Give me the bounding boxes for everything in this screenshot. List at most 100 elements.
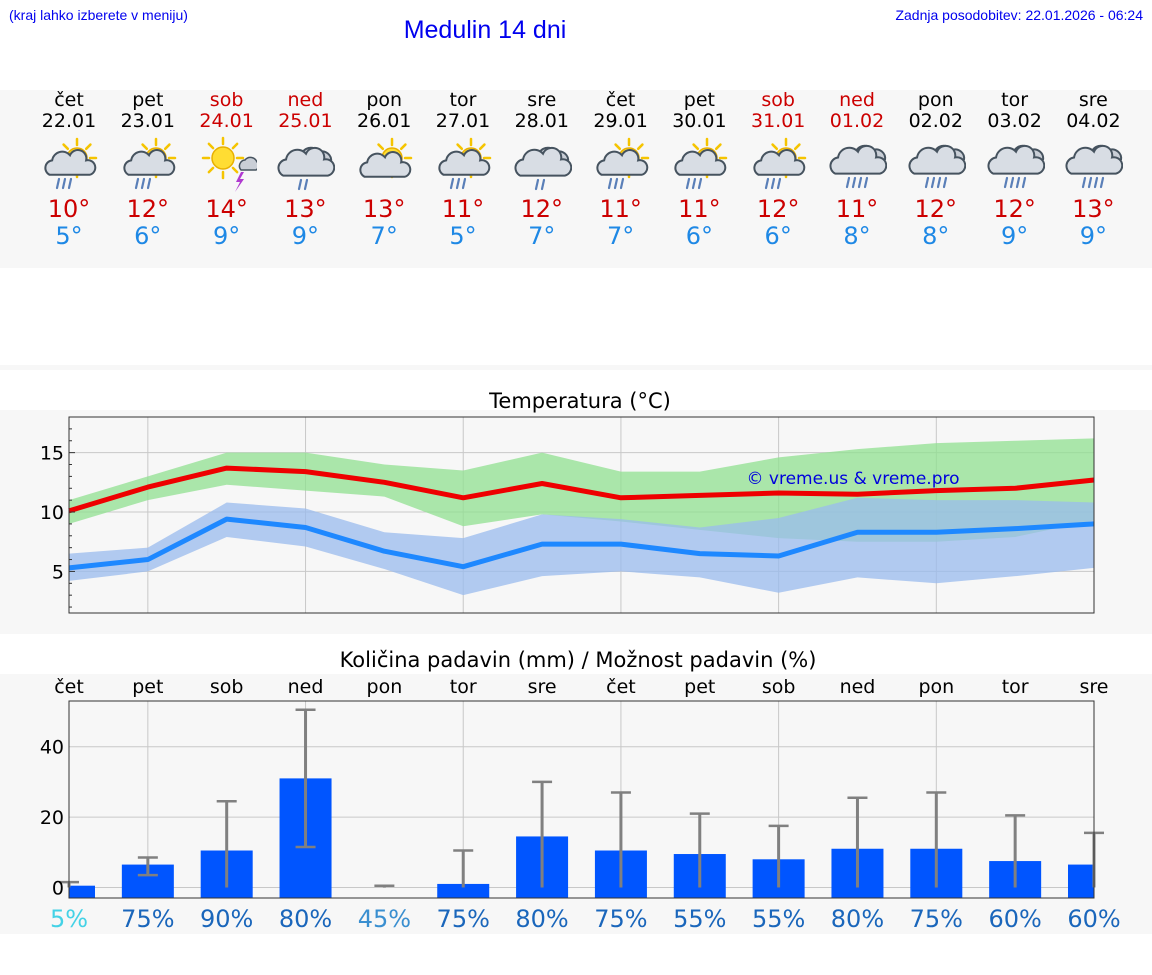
day-column: tor 03.02 12° 9° xyxy=(975,90,1055,250)
day-name: pet xyxy=(683,89,715,111)
y-tick-label: 20 xyxy=(40,807,64,829)
min-temp: 9° xyxy=(1000,222,1029,250)
cloud-heavy-rain-icon xyxy=(1065,144,1124,189)
max-temp: 11° xyxy=(835,195,879,223)
x-tick-label: čet xyxy=(606,676,636,698)
max-temp: 14° xyxy=(205,195,248,223)
day-date: 25.01 xyxy=(278,110,333,132)
day-column: pet 23.01 12° 6° xyxy=(108,90,188,250)
x-tick-label: čet xyxy=(54,676,84,698)
min-temp: 9° xyxy=(1079,222,1108,250)
daily-forecast-strip: čet 22.01 10° 5° pet 23.01 12° 6° sob 24.01 14° 9° n… xyxy=(0,90,1152,268)
last-updated: Zadnja posodobitev: 22.01.2026 - 06:24 xyxy=(895,7,1143,23)
watermark: © vreme.us & vreme.pro xyxy=(746,469,959,489)
cloud-heavy-rain-icon xyxy=(829,144,887,189)
max-temp: 12° xyxy=(914,195,958,223)
x-tick-label: pon xyxy=(367,676,403,698)
day-column: čet 29.01 11° 7° xyxy=(581,90,661,250)
sun-cloud-rain-icon xyxy=(595,137,649,190)
cloud-heavy-rain-icon xyxy=(987,144,1045,189)
max-temp: 12° xyxy=(993,195,1036,223)
y-tick-label: 5 xyxy=(52,561,64,583)
x-tick-label: sob xyxy=(762,676,796,698)
precip-probability: 80% xyxy=(831,905,884,933)
max-temp: 11° xyxy=(441,195,485,223)
day-name: tor xyxy=(1001,89,1029,111)
day-date: 22.01 xyxy=(41,110,97,132)
y-tick-label: 15 xyxy=(40,443,64,465)
day-column: pon 02.02 12° 8° xyxy=(896,90,976,250)
temperature-chart-title: Temperatura (°C) xyxy=(488,389,671,413)
x-tick-label: sre xyxy=(528,676,557,698)
min-temp: 7° xyxy=(370,222,398,250)
cloud-rain-icon xyxy=(514,146,572,191)
day-name: pet xyxy=(132,89,164,111)
precip-probability: 75% xyxy=(437,905,490,933)
precip-probability: 60% xyxy=(1067,905,1120,933)
sun-cloud-rain-icon xyxy=(123,137,177,190)
precip-bar xyxy=(1068,864,1094,898)
day-name: čet xyxy=(605,89,636,111)
min-temp: 8° xyxy=(922,222,950,250)
min-temp: 5° xyxy=(449,222,477,250)
precip-probability: 60% xyxy=(988,905,1041,933)
precip-probability: 55% xyxy=(752,905,805,933)
sun-cloud-rain-icon xyxy=(438,137,492,190)
x-tick-label: sre xyxy=(1080,676,1109,698)
min-temp: 7° xyxy=(606,222,635,250)
precipitation-chart: Količina padavin (mm) / Možnost padavin … xyxy=(40,648,1121,933)
day-name: pon xyxy=(917,89,954,111)
page-title: Medulin 14 dni xyxy=(403,16,567,44)
precip-bar xyxy=(69,885,95,898)
day-date: 01.02 xyxy=(829,110,885,132)
sun-cloud-rain-icon xyxy=(44,137,98,190)
max-temp: 12° xyxy=(756,195,800,223)
day-column: pet 30.01 11° 6° xyxy=(659,90,739,250)
precip-probability: 90% xyxy=(200,905,253,933)
day-date: 29.01 xyxy=(593,110,648,132)
max-temp: 11° xyxy=(599,195,642,223)
x-tick-label: ned xyxy=(288,676,324,698)
precip-probability: 80% xyxy=(515,905,568,933)
precip-probability: 75% xyxy=(910,905,963,933)
day-date: 24.01 xyxy=(199,110,254,132)
location-hint: (kraj lahko izberete v meniju) xyxy=(9,7,188,23)
day-date: 27.01 xyxy=(435,110,491,132)
plot-frame xyxy=(68,416,1095,614)
day-date: 31.01 xyxy=(750,110,806,132)
day-date: 28.01 xyxy=(514,110,569,132)
sun-cloud-icon xyxy=(359,137,413,179)
day-date: 03.02 xyxy=(987,110,1042,132)
precip-probability: 45% xyxy=(358,905,411,933)
x-tick-label: tor xyxy=(450,676,477,698)
precip-probability: 5% xyxy=(50,905,88,933)
cloud-heavy-rain-icon xyxy=(908,144,966,189)
max-temp: 10° xyxy=(47,195,91,223)
day-column: čet 22.01 10° 5° xyxy=(29,90,109,250)
day-name: čet xyxy=(54,89,84,111)
min-temp: 9° xyxy=(212,222,241,250)
day-column: sre 28.01 12° 7° xyxy=(502,90,582,250)
min-temp: 8° xyxy=(843,222,871,250)
min-temp: 7° xyxy=(528,222,556,250)
precipitation-chart-title: Količina padavin (mm) / Možnost padavin … xyxy=(340,648,817,672)
min-temp: 6° xyxy=(134,222,162,250)
max-temp: 13° xyxy=(362,195,406,223)
max-temp: 12° xyxy=(126,195,170,223)
precip-probability: 75% xyxy=(121,905,174,933)
day-date: 23.01 xyxy=(120,110,175,132)
day-column: ned 01.02 11° 8° xyxy=(817,90,897,250)
precip-bar xyxy=(437,883,490,898)
x-tick-label: tor xyxy=(1002,676,1029,698)
day-name: sre xyxy=(1078,89,1108,111)
day-column: ned 25.01 13° 9° xyxy=(265,90,345,250)
precip-probability: 55% xyxy=(673,905,726,933)
day-column: sre 04.02 13° 9° xyxy=(1053,90,1133,250)
min-temp: 9° xyxy=(291,222,320,250)
day-name: sre xyxy=(527,89,557,111)
day-name: tor xyxy=(449,89,477,111)
day-column: sob 31.01 12° 6° xyxy=(738,90,818,250)
temperature-chart: Temperatura (°C) 5 10 15 © vreme.us & vreme.… xyxy=(40,389,1095,614)
x-tick-label: pon xyxy=(918,676,954,698)
max-temp: 13° xyxy=(284,195,327,223)
